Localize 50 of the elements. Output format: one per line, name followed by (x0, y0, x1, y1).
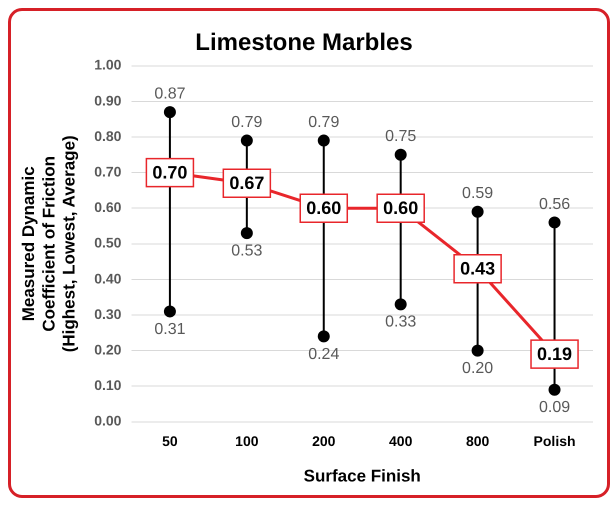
y-tick-label: 0.90 (94, 92, 122, 108)
y-tick-label: 0.10 (94, 377, 122, 394)
point (240, 227, 253, 240)
data-label: 0.56 (538, 196, 570, 213)
data-label: 0.75 (385, 128, 416, 146)
x-tick-label: 50 (162, 433, 178, 450)
y-tick-label: 0.20 (94, 341, 122, 358)
data-label: 0.33 (385, 314, 416, 331)
data-label: 0.31 (154, 320, 186, 338)
data-label: 0.09 (538, 399, 570, 416)
y-tick-label: 0.00 (94, 412, 122, 429)
y-tick-label: 0.50 (94, 234, 122, 251)
x-tick-label: 200 (312, 433, 336, 450)
data-label: 0.79 (231, 114, 263, 131)
point (240, 134, 253, 147)
x-tick-label: Polish (534, 433, 576, 450)
x-axis-title: Surface Finish (304, 466, 421, 486)
point (318, 330, 330, 342)
y-tick-label: 0.30 (94, 306, 122, 322)
data-label: 0.70 (152, 162, 188, 183)
data-label: 0.24 (308, 346, 340, 363)
point (164, 305, 176, 318)
data-label: 0.60 (383, 198, 418, 218)
point (548, 384, 561, 396)
data-label: 0.43 (460, 258, 496, 279)
point (472, 206, 484, 218)
data-label: 0.59 (462, 185, 494, 202)
data-label: 0.53 (231, 242, 263, 260)
data-label: 0.60 (306, 198, 342, 218)
point (318, 134, 330, 147)
y-tick-label: 1.00 (94, 56, 122, 73)
y-tick-label: 0.60 (94, 199, 122, 216)
point (394, 148, 407, 161)
y-tick-label: 0.80 (94, 128, 122, 144)
x-tick-label: 800 (466, 433, 490, 450)
data-label: 0.79 (308, 114, 340, 131)
data-label: 0.19 (537, 344, 572, 364)
point (472, 344, 484, 357)
data-label: 0.87 (154, 85, 186, 102)
y-tick-label: 0.40 (94, 270, 122, 286)
chart-title: Limestone Marbles (195, 29, 413, 56)
point (394, 298, 407, 310)
y-tick-label: 0.70 (94, 163, 122, 180)
y-axis-title: Measured Dynamic Coefficient of Friction (Highest, Lowest, Average) (18, 135, 79, 352)
x-tick-label: 100 (235, 433, 259, 450)
data-label: 0.20 (462, 360, 494, 378)
point (164, 106, 176, 118)
point (548, 216, 561, 228)
data-label: 0.67 (229, 173, 264, 194)
x-tick-label: 400 (389, 433, 413, 450)
